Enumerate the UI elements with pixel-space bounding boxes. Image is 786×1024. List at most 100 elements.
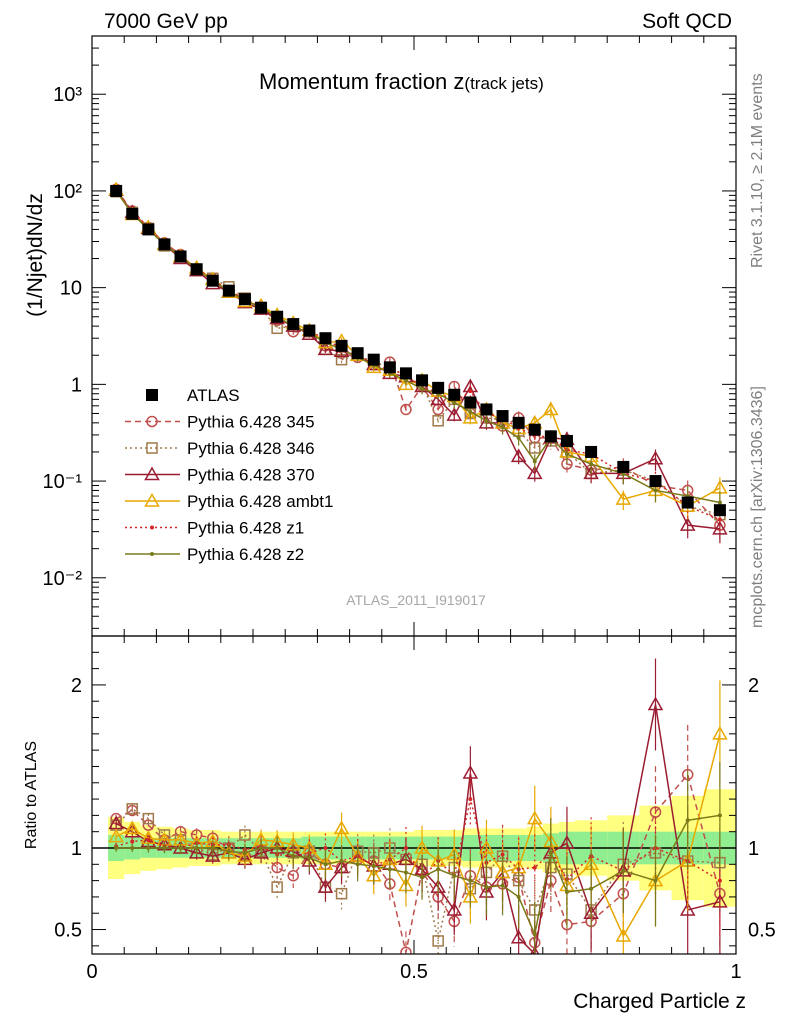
ratio-series-line bbox=[115, 773, 721, 953]
ratio-data-point bbox=[432, 935, 444, 947]
ratio-x-tick-label: 0.5 bbox=[400, 961, 428, 983]
ratio-data-point bbox=[271, 861, 283, 874]
ratio-data-point bbox=[548, 850, 553, 855]
legend-label: Pythia 6.428 370 bbox=[187, 466, 315, 485]
main-data-point bbox=[526, 465, 543, 480]
main-data-point bbox=[432, 415, 444, 427]
main-y-tick-label: 10⁻¹ bbox=[43, 471, 83, 493]
legend-label: Pythia 6.428 z2 bbox=[187, 545, 304, 564]
main-data-point bbox=[528, 423, 541, 436]
ratio-data-point bbox=[242, 850, 247, 855]
legend-marker bbox=[146, 415, 158, 428]
ratio-data-point bbox=[226, 849, 231, 854]
ratio-data-point bbox=[532, 865, 537, 870]
ratio-data-point bbox=[210, 846, 215, 850]
ratio-data-point bbox=[108, 828, 124, 843]
ratio-data-point bbox=[204, 848, 221, 862]
ratio-data-point bbox=[114, 846, 119, 850]
ratio-data-point bbox=[126, 803, 138, 815]
ratio-data-point bbox=[500, 852, 505, 857]
ratio-data-point bbox=[510, 929, 527, 944]
ratio-series-6 bbox=[114, 761, 722, 954]
ratio-data-point bbox=[615, 928, 632, 942]
main-data-point bbox=[589, 462, 594, 467]
x-axis-label: Charged Particle z bbox=[573, 990, 746, 1013]
main-data-point bbox=[222, 284, 235, 297]
ratio-data-point bbox=[414, 839, 430, 854]
ratio-data-point bbox=[275, 846, 280, 850]
main-data-point bbox=[543, 401, 559, 416]
ratio-data-point bbox=[142, 812, 155, 825]
legend-marker bbox=[150, 525, 154, 530]
main-data-point bbox=[560, 434, 573, 447]
ratio-y-tick-label-right: 0.5 bbox=[748, 920, 776, 942]
main-y-tick-label: 1 bbox=[71, 374, 82, 396]
ratio-data-point bbox=[712, 893, 728, 908]
main-data-point bbox=[712, 520, 728, 535]
main-data-point bbox=[585, 445, 598, 458]
main-y-axis-label: (1/Njet)dN/dz bbox=[24, 193, 47, 317]
ratio-y-tick-label-right: 1 bbox=[748, 838, 759, 860]
ratio-ticks: 0.5 0.51 12 20 0.5 1 bbox=[54, 636, 776, 983]
ratio-data-point bbox=[291, 854, 296, 859]
ratio-y-tick-label-left: 0.5 bbox=[54, 920, 82, 942]
ratio-y-tick-label-left: 1 bbox=[71, 838, 82, 860]
main-data-point bbox=[647, 450, 664, 465]
main-data-point bbox=[383, 361, 396, 374]
ratio-series-line bbox=[115, 798, 721, 882]
ratio-data-point bbox=[532, 932, 537, 937]
ratio-data-point bbox=[446, 901, 463, 916]
main-data-point bbox=[335, 339, 348, 352]
ratio-data-point bbox=[484, 885, 489, 890]
main-data-point bbox=[480, 403, 493, 416]
main-y-tick-label: 10² bbox=[53, 181, 82, 203]
ratio-plot-area bbox=[92, 658, 736, 954]
ratio-data-point bbox=[468, 878, 473, 883]
ratio-y-axis-label: Ratio to ATLAS bbox=[23, 741, 40, 849]
main-series-line bbox=[115, 190, 721, 504]
main-data-point bbox=[583, 465, 599, 480]
ratio-series-line bbox=[116, 814, 721, 937]
main-data-point bbox=[126, 207, 139, 220]
main-data-point bbox=[653, 488, 658, 493]
main-title-text: Momentum fraction z bbox=[259, 69, 464, 94]
main-data-point bbox=[448, 388, 461, 401]
main-panel: 10⁻² 10⁻¹ 1 10 10² 10³ Momentum fraction z(tr… bbox=[24, 35, 737, 637]
ratio-data-point bbox=[333, 820, 350, 835]
ratio-data-point bbox=[271, 881, 283, 893]
ratio-data-point bbox=[516, 894, 521, 899]
ratio-data-point bbox=[500, 883, 505, 888]
ratio-y-tick-label-right: 2 bbox=[748, 675, 759, 697]
main-data-point bbox=[398, 376, 414, 391]
main-data-point bbox=[400, 403, 412, 416]
legend-marker bbox=[146, 442, 158, 454]
ratio-data-point bbox=[323, 862, 328, 867]
main-data-point bbox=[399, 367, 412, 380]
main-data-point bbox=[468, 389, 473, 394]
ratio-data-point bbox=[317, 879, 334, 893]
ratio-data-point bbox=[712, 725, 728, 740]
ratio-data-point bbox=[589, 886, 594, 891]
ratio-data-point bbox=[339, 859, 344, 864]
main-data-point bbox=[238, 293, 251, 306]
main-data-point bbox=[403, 378, 408, 383]
ratio-data-point bbox=[239, 829, 251, 841]
ratio-x-tick-label: 1 bbox=[730, 961, 741, 983]
main-y-tick-label: 10⁻² bbox=[43, 568, 83, 590]
ratio-data-point bbox=[194, 846, 199, 850]
main-data-point bbox=[190, 263, 203, 276]
ratio-data-point bbox=[130, 846, 135, 850]
main-data-point bbox=[679, 517, 696, 531]
main-data-point bbox=[303, 324, 316, 337]
ratio-data-point bbox=[371, 863, 376, 868]
ratio-data-point bbox=[717, 813, 722, 818]
ratio-data-point bbox=[162, 846, 167, 850]
ratio-data-point bbox=[653, 878, 658, 883]
main-data-point bbox=[717, 517, 722, 522]
ratio-data-point bbox=[526, 810, 543, 825]
main-data-point bbox=[544, 430, 557, 443]
ratio-frame bbox=[91, 635, 737, 955]
legend-marker bbox=[146, 389, 158, 401]
main-data-point bbox=[432, 381, 445, 394]
